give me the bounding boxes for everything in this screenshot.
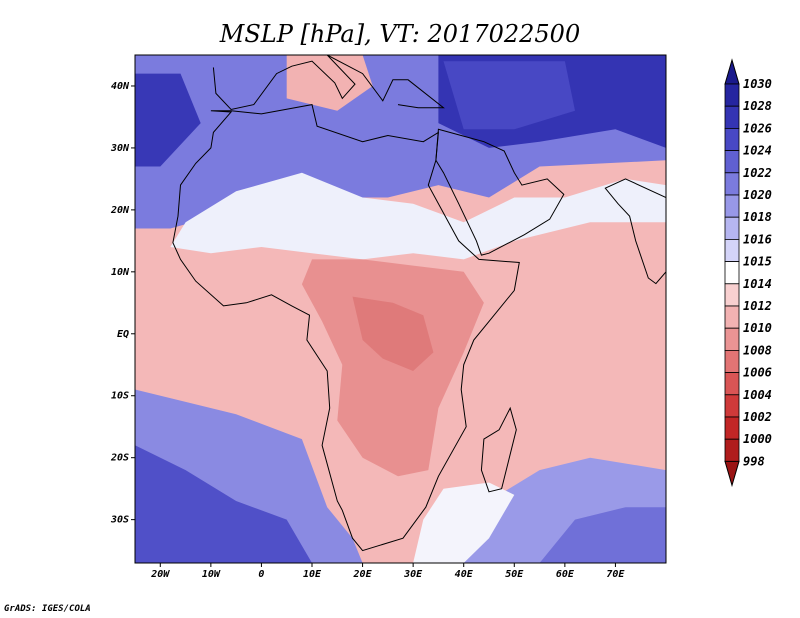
colorbar-label: 1010	[743, 321, 772, 335]
grads-credit: GrADS: IGES/COLA	[4, 604, 91, 614]
lon-tick-label: 70E	[606, 569, 625, 580]
madagascar-coastline	[480, 406, 517, 493]
colorbar-label: 1024	[743, 144, 772, 158]
colorbar-label: 1000	[743, 432, 772, 446]
figure-title: MSLP [hPa], VT: 2017022500	[219, 20, 580, 48]
colorbar-top-arrow	[724, 58, 740, 85]
colorbar-label: 1014	[743, 277, 772, 291]
colorbar-label: 1002	[743, 410, 772, 424]
latitude-axis: 40N 30N 20N 10N EQ 10S 20S 30S	[110, 81, 135, 526]
lon-tick-label: 20E	[353, 569, 373, 580]
lon-tick-label: 50E	[505, 569, 524, 580]
colorbar-swatch	[724, 349, 740, 373]
colorbar-swatch	[724, 216, 740, 240]
colorbar-swatch	[724, 416, 740, 440]
lon-tick-label: 10E	[303, 569, 322, 580]
colorbar-label: 1012	[743, 299, 772, 313]
lon-tick-label: 0	[258, 569, 264, 580]
lat-tick-label: 10N	[111, 267, 130, 278]
map-frame	[134, 54, 667, 564]
colorbar-swatch	[724, 238, 740, 262]
colorbar-swatch	[724, 127, 740, 151]
colorbar-swatch	[724, 305, 740, 329]
pressure-region-sahara-white	[170, 172, 666, 260]
colorbar-swatch	[724, 83, 740, 107]
colorbar-label: 1008	[743, 343, 772, 357]
lon-tick-label: 40E	[455, 569, 474, 580]
colorbar-swatch	[724, 105, 740, 129]
colorbar-label: 1028	[743, 99, 772, 113]
lat-tick-label: 30S	[110, 515, 129, 526]
lat-tick-label: 20S	[110, 453, 129, 464]
pressure-region-italy-low	[286, 55, 373, 111]
colorbar-swatch	[724, 394, 740, 418]
lat-tick-label: 20N	[110, 205, 130, 216]
lon-tick-label: 60E	[556, 569, 575, 580]
india-coastline	[604, 178, 666, 285]
lon-tick-label: 10W	[202, 569, 221, 580]
europe-coastline	[212, 55, 445, 111]
colorbar-swatch	[724, 150, 740, 174]
colorbar-swatch	[724, 283, 740, 307]
colorbar-swatch	[724, 172, 740, 196]
lat-tick-label: 30N	[110, 143, 130, 154]
colorbar-label: 1006	[743, 366, 772, 380]
pressure-region-central-africa-low	[301, 259, 484, 477]
lon-tick-label: 30E	[403, 569, 423, 580]
colorbar-bottom-arrow	[724, 460, 740, 488]
colorbar-label: 1030	[743, 77, 772, 91]
colorbar-swatch	[724, 438, 740, 462]
colorbar-label: 1018	[743, 210, 772, 224]
arabia-coastline	[435, 128, 565, 256]
colorbar-label: 1016	[743, 232, 772, 246]
colorbar-swatch	[724, 261, 740, 285]
colorbar-label: 1020	[743, 188, 772, 202]
lat-tick-label: EQ	[117, 329, 129, 340]
colorbar-label: 998	[743, 454, 765, 468]
colorbar-swatch	[724, 194, 740, 218]
colorbar-label: 1004	[743, 388, 772, 402]
colorbar-swatch	[724, 327, 740, 351]
pressure-region-central-africa-core	[352, 296, 434, 371]
colorbar-label: 1026	[743, 121, 772, 135]
colorbar-label: 1022	[743, 166, 772, 180]
lon-tick-label: 20W	[150, 569, 170, 580]
longitude-axis: 20W 10W 0 10E 20E 30E 40E 50E 60E 70E	[150, 563, 625, 580]
map-plot-area	[135, 55, 666, 563]
pressure-region-southern-africa-white	[413, 482, 515, 563]
lat-tick-label: 10S	[111, 391, 129, 402]
pressure-region-atlantic-high	[135, 73, 201, 167]
lat-tick-label: 40N	[111, 81, 130, 92]
pressure-region-indian-ocean-core	[539, 507, 666, 563]
colorbar-label: 1015	[743, 255, 772, 269]
coast-coastline	[172, 104, 520, 552]
pressure-region-south-atlantic-core	[135, 445, 312, 563]
pressure-region-north-core-high	[443, 61, 575, 130]
colorbar-swatch	[724, 372, 740, 396]
colorbar-legend: 1030 1028 1026 1024 1022 1020 1018 1016 1015 1014…	[724, 58, 772, 488]
